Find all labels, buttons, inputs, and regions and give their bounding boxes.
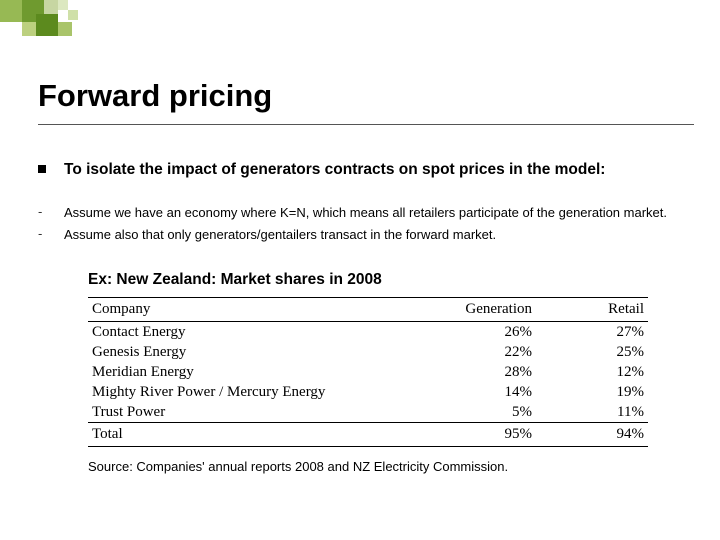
slide: Forward pricing To isolate the impact of… bbox=[0, 0, 720, 540]
table-header-cell: Generation bbox=[424, 298, 536, 322]
table-cell: 27% bbox=[536, 322, 648, 343]
table-total-row: Total 95% 94% bbox=[88, 423, 648, 447]
sub-bullet-text: Assume also that only generators/gentail… bbox=[64, 226, 496, 244]
table-cell: 95% bbox=[424, 423, 536, 447]
table-header-row: Company Generation Retail bbox=[88, 298, 648, 322]
lead-bullet-row: To isolate the impact of generators cont… bbox=[38, 160, 694, 180]
table-row: Trust Power 5% 11% bbox=[88, 402, 648, 423]
deco-square bbox=[22, 22, 36, 36]
market-share-table: Company Generation Retail Contact Energy… bbox=[88, 297, 648, 447]
table-row: Meridian Energy 28% 12% bbox=[88, 362, 648, 382]
table-cell: 12% bbox=[536, 362, 648, 382]
lead-text: To isolate the impact of generators cont… bbox=[64, 160, 605, 180]
table-row: Genesis Energy 22% 25% bbox=[88, 342, 648, 362]
horizontal-rule bbox=[38, 124, 694, 125]
table-cell: Mighty River Power / Mercury Energy bbox=[88, 382, 424, 402]
slide-title: Forward pricing bbox=[38, 78, 272, 114]
table-cell: 22% bbox=[424, 342, 536, 362]
square-bullet-icon bbox=[38, 165, 46, 173]
deco-square bbox=[44, 0, 58, 14]
source-text: Source: Companies' annual reports 2008 a… bbox=[88, 459, 694, 474]
sub-bullet-text: Assume we have an economy where K=N, whi… bbox=[64, 204, 667, 222]
table-cell: 14% bbox=[424, 382, 536, 402]
table-cell: 11% bbox=[536, 402, 648, 423]
table-cell: 26% bbox=[424, 322, 536, 343]
table-cell: Total bbox=[88, 423, 424, 447]
table-cell: 19% bbox=[536, 382, 648, 402]
sub-bullet-row: - Assume also that only generators/genta… bbox=[38, 226, 694, 244]
slide-body: To isolate the impact of generators cont… bbox=[38, 160, 694, 474]
dash-bullet-icon: - bbox=[38, 226, 64, 241]
table-row: Contact Energy 26% 27% bbox=[88, 322, 648, 343]
sub-bullet-row: - Assume we have an economy where K=N, w… bbox=[38, 204, 694, 222]
table-cell: 25% bbox=[536, 342, 648, 362]
table-cell: 94% bbox=[536, 423, 648, 447]
deco-square bbox=[68, 10, 78, 20]
deco-square bbox=[0, 0, 22, 22]
table-cell: 28% bbox=[424, 362, 536, 382]
dash-bullet-icon: - bbox=[38, 204, 64, 219]
table-cell: Trust Power bbox=[88, 402, 424, 423]
table-row: Mighty River Power / Mercury Energy 14% … bbox=[88, 382, 648, 402]
table-cell: Meridian Energy bbox=[88, 362, 424, 382]
table-header-cell: Company bbox=[88, 298, 424, 322]
table-cell: Genesis Energy bbox=[88, 342, 424, 362]
table: Company Generation Retail Contact Energy… bbox=[88, 297, 648, 447]
decorative-squares bbox=[0, 0, 160, 40]
table-cell: 5% bbox=[424, 402, 536, 423]
table-cell: Contact Energy bbox=[88, 322, 424, 343]
deco-square bbox=[58, 0, 68, 10]
table-header-cell: Retail bbox=[536, 298, 648, 322]
table-subtitle: Ex: New Zealand: Market shares in 2008 bbox=[88, 271, 694, 289]
deco-square bbox=[36, 14, 58, 36]
deco-square bbox=[58, 22, 72, 36]
